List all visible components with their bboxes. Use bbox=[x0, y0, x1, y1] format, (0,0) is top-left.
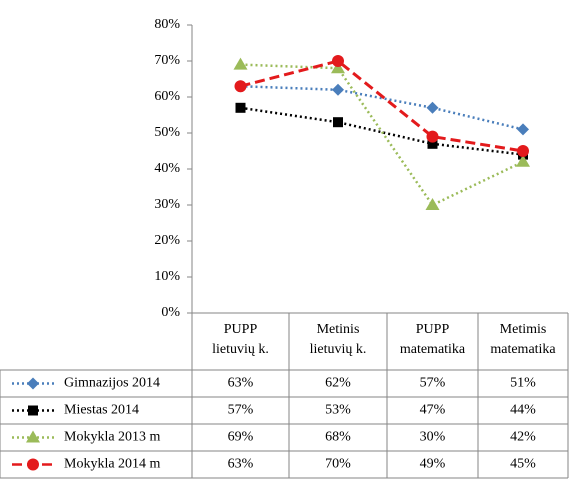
point-marker bbox=[333, 117, 343, 128]
y-tick-label: 50% bbox=[154, 125, 180, 140]
table-value: 44% bbox=[510, 403, 536, 418]
table-value: 49% bbox=[420, 457, 446, 472]
y-tick-label: 20% bbox=[154, 233, 180, 248]
table-value: 42% bbox=[510, 430, 536, 445]
legend-label: Miestas 2014 bbox=[64, 403, 139, 418]
y-tick-label: 10% bbox=[154, 269, 180, 284]
table-value: 51% bbox=[510, 376, 536, 391]
table-value: 30% bbox=[420, 430, 446, 445]
y-tick-label: 40% bbox=[154, 161, 180, 176]
category-label: lietuvių k. bbox=[212, 342, 269, 357]
point-marker bbox=[517, 145, 529, 157]
legend-marker bbox=[28, 405, 38, 416]
y-tick-label: 60% bbox=[154, 89, 180, 104]
table-value: 45% bbox=[510, 457, 536, 472]
legend-label: Mokykla 2013 m bbox=[64, 430, 161, 445]
point-marker bbox=[234, 80, 247, 93]
category-label: Metinis bbox=[317, 322, 360, 337]
legend-marker bbox=[27, 377, 39, 390]
table-value: 68% bbox=[325, 430, 351, 445]
table-value: 70% bbox=[325, 457, 351, 472]
table-value: 69% bbox=[228, 430, 254, 445]
legend-marker bbox=[27, 458, 39, 471]
point-marker bbox=[426, 101, 439, 114]
legend-label: Mokykla 2014 m bbox=[64, 457, 161, 472]
legend-label: Gimnazijos 2014 bbox=[64, 376, 160, 391]
category-label: PUPP bbox=[224, 322, 258, 337]
series-line bbox=[240, 84, 524, 131]
category-label: lietuvių k. bbox=[310, 342, 367, 357]
y-tick-label: 0% bbox=[161, 305, 180, 320]
table-value: 57% bbox=[228, 403, 254, 418]
point-marker bbox=[427, 138, 438, 149]
category-label: matematika bbox=[490, 342, 556, 357]
table-value: 62% bbox=[325, 376, 351, 391]
legend-marker bbox=[26, 430, 40, 443]
table-value: 47% bbox=[420, 403, 446, 418]
y-tick-label: 80% bbox=[154, 17, 180, 32]
series-line bbox=[240, 59, 524, 153]
table-value: 63% bbox=[228, 376, 254, 391]
series-line bbox=[240, 106, 524, 156]
point-marker bbox=[516, 154, 530, 167]
category-label: PUPP bbox=[416, 322, 450, 337]
category-label: Metimis bbox=[500, 322, 547, 337]
table-value: 53% bbox=[325, 403, 351, 418]
y-tick-label: 70% bbox=[154, 53, 180, 68]
series-line bbox=[240, 63, 524, 207]
point-marker bbox=[426, 130, 439, 143]
point-marker bbox=[517, 123, 529, 136]
point-marker bbox=[235, 102, 246, 113]
point-marker bbox=[331, 61, 345, 74]
table-value: 57% bbox=[420, 376, 446, 391]
y-tick-label: 30% bbox=[154, 197, 180, 212]
table-value: 63% bbox=[228, 457, 254, 472]
category-label: matematika bbox=[400, 342, 466, 357]
point-marker bbox=[332, 83, 344, 96]
point-marker bbox=[425, 198, 440, 210]
point-marker bbox=[233, 57, 248, 70]
point-marker bbox=[332, 55, 344, 67]
